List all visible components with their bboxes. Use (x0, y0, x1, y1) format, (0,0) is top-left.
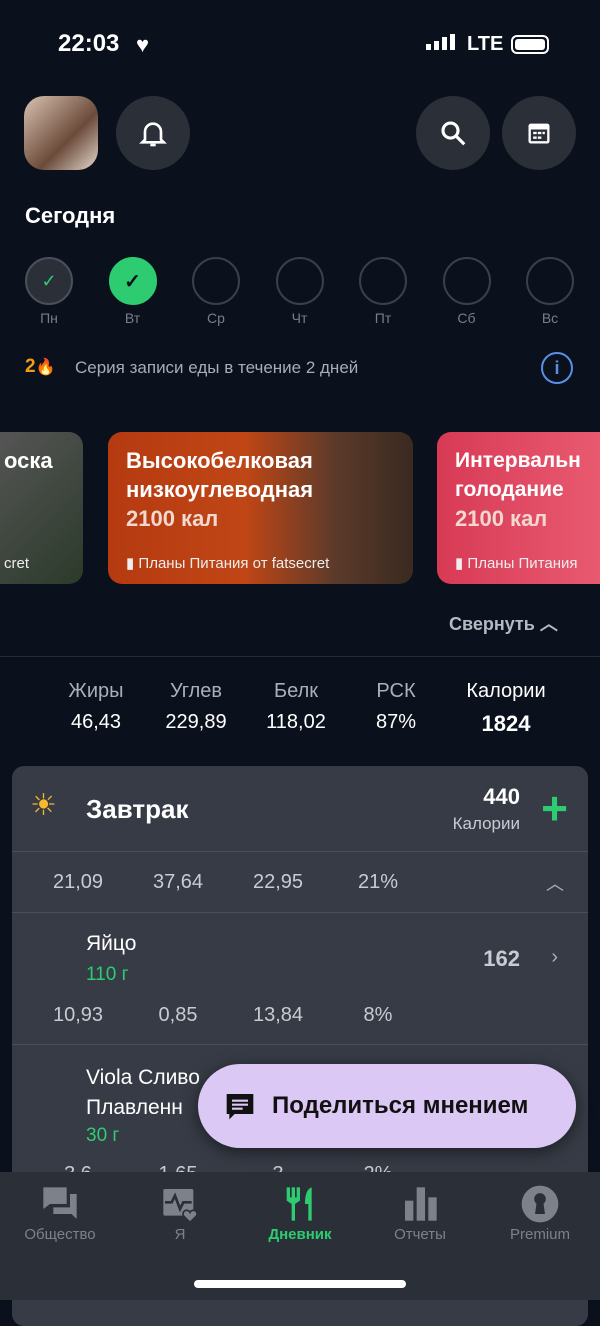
nav-me[interactable]: Я (120, 1182, 240, 1243)
day-Чт[interactable] (275, 257, 324, 305)
meal-calories-label: Калории (452, 814, 520, 833)
plan-calories: 2100 кал (126, 506, 219, 531)
total-label: Калории (466, 680, 546, 702)
plan-calories: 2100 кал (455, 506, 548, 531)
day-label: Пт (374, 310, 392, 326)
check-icon: ✓ (124, 270, 141, 293)
food-amount: 30 г (86, 1125, 120, 1146)
food-macros: 10,93 0,85 13,84 8% (52, 1004, 393, 1026)
nav-community[interactable]: Общество (0, 1182, 120, 1243)
total-label: Жиры (68, 680, 124, 702)
total-1: Углев 229,89 (146, 680, 246, 737)
total-label: Белк (273, 680, 318, 702)
total-0: Жиры 46,43 (46, 680, 146, 737)
info-icon[interactable]: i (541, 352, 573, 384)
sunrise-icon: ☀ (30, 789, 57, 822)
network-label: LTE (467, 33, 504, 55)
plan-card[interactable]: оска cret (0, 432, 83, 584)
plan-source: ▮ Планы Питания (455, 555, 578, 572)
collapse-meal-icon[interactable]: ︿ (546, 874, 564, 894)
nav-premium[interactable]: Premium (480, 1182, 600, 1243)
day-label: Сб (457, 310, 476, 326)
meal-calories: 440 (483, 784, 520, 809)
plan-card[interactable]: Высокобелковая низкоуглеводная 2100 кал … (108, 432, 413, 584)
day-label: Ср (207, 310, 225, 326)
meal-title: Завтрак (86, 794, 189, 824)
flame-icon: 🔥 (35, 359, 56, 376)
streak-count: 2🔥 (25, 356, 56, 378)
chevron-right-icon: › (551, 946, 558, 968)
total-label: РСК (376, 680, 416, 702)
plan-title: оска (4, 448, 53, 473)
plan-source: cret (4, 555, 30, 572)
total-value: 118,02 (266, 711, 326, 733)
check-icon: ✓ (41, 270, 57, 291)
total-value: 1824 (481, 711, 531, 736)
chat-bubbles-icon (43, 1187, 77, 1219)
chevron-up-icon: ︿ (539, 614, 558, 634)
calendar-icon (528, 123, 550, 144)
total-2: Белк 118,02 (246, 680, 346, 737)
divider (12, 912, 588, 913)
status-time: 22:03 (58, 30, 120, 57)
calendar-button[interactable] (502, 96, 576, 170)
daily-totals: Жиры 46,43 Углев 229,89 Белк 118,02 РСК 87% Кало… (46, 680, 566, 737)
map-icon: ▮ (455, 555, 468, 572)
feedback-label: Поделиться мнением (272, 1092, 529, 1119)
notifications-button[interactable] (116, 96, 190, 170)
day-Пт[interactable] (359, 257, 407, 305)
day-Ср[interactable] (192, 257, 240, 305)
fork-knife-icon (286, 1187, 312, 1221)
divider (12, 1044, 588, 1045)
plan-source: ▮ Планы Питания от fatsecret (126, 555, 330, 572)
total-4: Калории 1824 (446, 680, 566, 737)
food-amount: 110 г (86, 964, 129, 985)
food-name: Яйцо (86, 932, 137, 955)
day-label: Пн (40, 310, 58, 326)
divider (12, 851, 588, 852)
health-icon (163, 1189, 198, 1224)
nav-diary[interactable]: Дневник (240, 1182, 360, 1243)
bar-chart-icon (405, 1187, 437, 1221)
day-Сб[interactable] (442, 257, 491, 305)
search-button[interactable] (416, 96, 490, 170)
food-item[interactable]: Яйцо 110 г 162 › 10,93 0,85 13,84 8% (12, 912, 588, 1044)
plan-card[interactable]: Интервальн голодание 2100 кал ▮ Планы Пи… (437, 432, 600, 584)
keyhole-icon (521, 1185, 559, 1223)
map-icon: ▮ (126, 555, 139, 572)
food-name: Viola Сливо Плавленн (86, 1066, 200, 1119)
battery-icon (511, 35, 549, 54)
add-food-button[interactable]: + (541, 782, 568, 834)
day-Вт[interactable]: ✓ (108, 257, 157, 305)
day-label: Вт (124, 310, 141, 326)
meal-macros: 21,09 37,64 22,95 21% (52, 871, 399, 893)
page-title: Сегодня (25, 203, 116, 228)
streak-number: 2 (25, 356, 36, 377)
avatar[interactable] (24, 96, 98, 170)
total-value: 229,89 (165, 711, 227, 733)
total-3: РСК 87% (346, 680, 446, 737)
total-value: 87% (375, 711, 417, 733)
home-indicator (194, 1280, 406, 1288)
chat-icon (226, 1094, 254, 1120)
bell-icon (139, 122, 167, 147)
divider (0, 656, 600, 657)
total-value: 46,43 (70, 711, 122, 733)
total-label: Углев (169, 680, 223, 702)
day-label: Вс (541, 310, 559, 326)
day-Вс[interactable] (526, 257, 574, 305)
signal-icon (426, 34, 455, 50)
day-Пн[interactable]: ✓ (25, 257, 73, 305)
streak-text: Серия записи еды в течение 2 дней (75, 358, 359, 377)
food-calories: 162 (483, 946, 520, 971)
plan-title: Интервальн голодание (455, 449, 581, 501)
heart-icon: ♥ (136, 32, 150, 57)
day-label: Чт (291, 310, 308, 326)
feedback-button[interactable]: Поделиться мнением (198, 1064, 576, 1148)
bottom-nav: Общество Я Дневник Отчеты Premium (0, 1172, 600, 1300)
collapse-button[interactable]: Свернуть ︿ (449, 614, 558, 634)
search-icon (441, 121, 466, 146)
plan-title: Высокобелковая низкоуглеводная (126, 448, 314, 502)
nav-reports[interactable]: Отчеты (360, 1182, 480, 1243)
